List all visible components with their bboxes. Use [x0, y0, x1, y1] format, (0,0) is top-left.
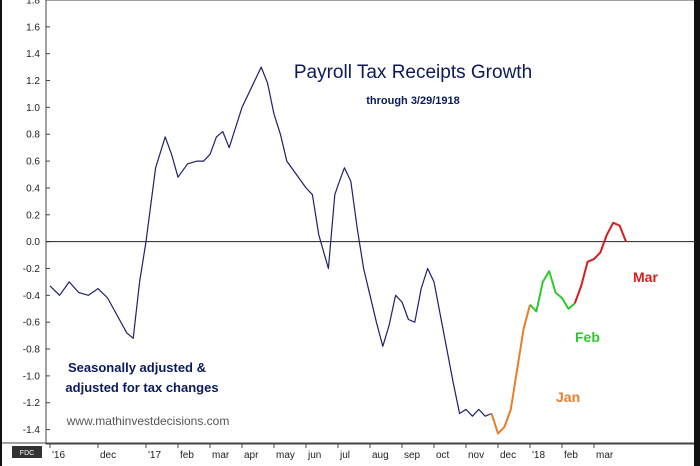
y-tick-label: -1.4	[23, 425, 41, 436]
x-tick-label: '17	[148, 450, 161, 461]
x-tick-label: feb	[564, 450, 578, 461]
series-line-mar	[573, 221, 627, 304]
x-axis-ticks: '16 dec '17 feb mar apr may jun jul aug sep oct nov d…	[49, 443, 614, 461]
y-tick-label: -1.0	[23, 371, 41, 382]
y-axis-ticks: 1.8 1.6 1.4 1.2 1.0 0.8 0.6 0.4 0.2 0.0 -0.2 -0.4 -0…	[23, 0, 50, 436]
x-tick-label: may	[276, 450, 295, 461]
annotation-line-2: adjusted for tax changes	[65, 380, 218, 395]
y-tick-label: -1.2	[23, 398, 41, 409]
y-tick-label: -0.4	[23, 291, 41, 302]
x-tick-label: dec	[500, 450, 516, 461]
series-lines	[49, 66, 627, 435]
y-tick-label: -0.6	[23, 318, 41, 329]
y-tick-label: -0.8	[23, 345, 41, 356]
y-tick-label: 1.4	[26, 49, 40, 60]
x-tick-label: oct	[436, 450, 450, 461]
x-tick-label: feb	[180, 450, 194, 461]
x-tick-label: sep	[404, 450, 421, 461]
annotation-line-1: Seasonally adjusted &	[68, 360, 206, 375]
x-tick-label: mar	[212, 450, 230, 461]
y-tick-label: 1.0	[26, 103, 40, 114]
fdc-badge	[12, 446, 42, 458]
x-tick-label: apr	[244, 450, 259, 461]
y-tick-label: -0.2	[23, 264, 41, 275]
y-tick-label: 0.4	[26, 183, 40, 194]
y-tick-label: 1.8	[26, 0, 40, 7]
chart-subtitle: through 3/29/1918	[366, 95, 460, 107]
series-label-jan: Jan	[556, 389, 580, 405]
series-label-mar: Mar	[633, 269, 658, 285]
x-tick-label: nov	[468, 450, 484, 461]
x-tick-label: jun	[307, 450, 321, 461]
y-tick-label: 0.6	[26, 157, 40, 168]
y-tick-label: 0.2	[26, 210, 40, 221]
x-tick-label: '16	[52, 450, 65, 461]
y-tick-label: 1.6	[26, 22, 40, 33]
series-label-feb: Feb	[575, 329, 600, 345]
y-tick-label: 0.0	[26, 237, 40, 248]
y-tick-label: 0.8	[26, 130, 40, 141]
x-tick-label: '18	[532, 450, 545, 461]
x-tick-label: dec	[100, 450, 116, 461]
x-tick-label: mar	[596, 450, 614, 461]
series-line-main	[49, 66, 492, 417]
chart-title: Payroll Tax Receipts Growth	[294, 62, 532, 83]
website-credit: www.mathinvestdecisions.com	[66, 414, 230, 428]
series-line-jan	[490, 304, 531, 435]
fdc-badge-text: FDC	[20, 450, 34, 457]
x-tick-label: aug	[372, 450, 389, 461]
y-tick-label: 1.2	[26, 76, 40, 87]
x-tick-label: jul	[339, 450, 350, 461]
series-line-feb	[529, 270, 576, 313]
